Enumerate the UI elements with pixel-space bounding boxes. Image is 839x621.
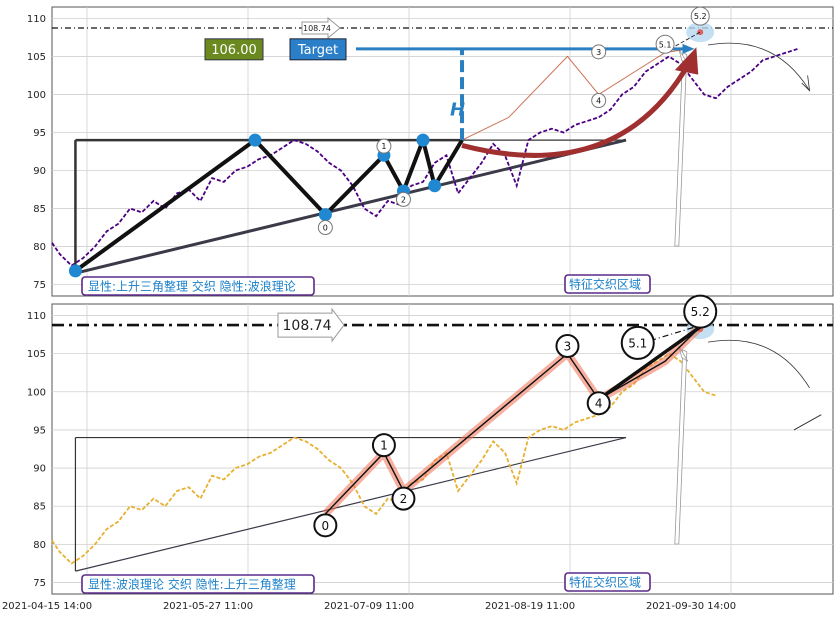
curved-arrow [461,62,691,158]
value-badge-text: 106.00 [211,43,257,58]
wave-label-circle [391,486,416,511]
wave-label: 1 [380,439,388,453]
wave-label-circle [317,220,333,236]
y-tick-label: 85 [33,502,46,513]
x-tick-label: 2021-08-19 11:00 [485,601,575,612]
x-tick-label: 2021-07-09 11:00 [324,601,414,612]
wave-5-thrust [597,325,702,401]
wave-label: 5.1 [659,40,672,49]
wave-label: 3 [596,48,601,57]
wave-label-circle [655,34,675,54]
y-tick-label: 100 [27,90,46,101]
reference-label-arrow [277,307,345,343]
y-tick-label: 80 [33,242,46,253]
wave-label-circle [683,294,718,329]
annotation-left: 显性:波浪理论 交织 隐性:上升三角整理 [88,577,296,592]
wave-label-circle [395,191,411,207]
projection-arc [707,42,810,91]
pivot-dot [318,208,332,222]
x-tick-label: 2021-09-30 14:00 [646,601,736,612]
h-marker: H [450,99,465,120]
wave-label: 0 [323,224,328,233]
wave-label-circle [591,93,607,109]
y-tick-label: 105 [27,52,46,63]
panel-bottom: 75 80 85 90 95 100 105 110 108.74 0 1 2 3 4 5.1 5.2 显性:波… [2,294,834,612]
y-tick-label: 75 [33,280,46,291]
x-tick-label: 2021-04-15 14:00 [2,601,92,612]
wave-label-circle [313,513,338,538]
y-tick-label: 85 [33,204,46,215]
reference-label: 108.74 [303,24,331,33]
plot-area [51,6,834,297]
annotation-right: 特征交织区域 [569,575,641,590]
wave-path [74,138,464,273]
pivot-dot [248,133,262,147]
wave-5-connector [637,324,701,346]
feature-zone-dot [697,29,704,36]
wave-label: 5.2 [691,305,710,319]
y-tick-label: 100 [27,387,46,398]
y-tick-label: 90 [33,464,46,475]
pivot-dot [68,264,82,278]
wave-label: 2 [400,492,408,506]
wave-label: 0 [322,519,330,533]
projection-arc [707,339,810,389]
annotation-box-right [564,274,651,294]
wave-label: 4 [596,97,601,106]
wave-label: 2 [401,195,406,204]
projection-arrowhead [801,75,811,92]
wave-label: 5.1 [628,336,647,350]
plot-area [51,303,834,595]
pivot-dot [428,179,442,193]
triangle-support [75,138,627,275]
y-tick-label: 110 [27,14,46,25]
wave-label-circle [376,138,392,154]
target-badge-text: Target [297,43,338,58]
reference-label-arrow [301,16,341,40]
reference-label: 108.74 [283,318,332,334]
annotation-box-left [81,276,315,296]
projection-end-mark [793,414,822,431]
wave-label-circle [555,333,580,358]
wave-label-circle [690,6,710,26]
annotation-box-right [564,572,651,592]
value-badge [204,38,264,61]
wave-label: 1 [381,142,386,151]
feature-arrow [674,51,688,247]
annotation-left: 显性:上升三角整理 交织 隐性:波浪理论 [88,279,296,294]
x-tick-label: 2021-05-27 11:00 [163,601,253,612]
wave-label-circle [371,433,396,458]
y-tick-label: 80 [33,540,46,551]
wave-label: 5.2 [694,12,707,21]
annotation-right: 特征交织区域 [569,277,641,292]
y-tick-label: 105 [27,349,46,360]
y-tick-label: 110 [27,311,46,322]
wave-label-circle [620,325,655,360]
y-tick-label: 90 [33,166,46,177]
target-badge [289,38,347,61]
wave-label: 3 [564,339,572,353]
y-tick-label: 95 [33,128,46,139]
wave-label-circle [591,44,607,60]
feature-arrow [674,349,688,545]
annotation-box-left [81,574,315,594]
panel-top: 75 80 85 90 95 100 105 110 108.74 106.00 Target H 0 1… [27,6,834,297]
triangle-support [75,436,627,572]
curved-arrowhead [674,47,699,75]
y-tick-label: 75 [33,578,46,589]
target-arrowhead [682,43,695,54]
wave-label-circle [586,391,611,416]
wave-label: 4 [595,397,603,411]
y-tick-label: 95 [33,425,46,436]
pivot-dot [416,133,430,147]
